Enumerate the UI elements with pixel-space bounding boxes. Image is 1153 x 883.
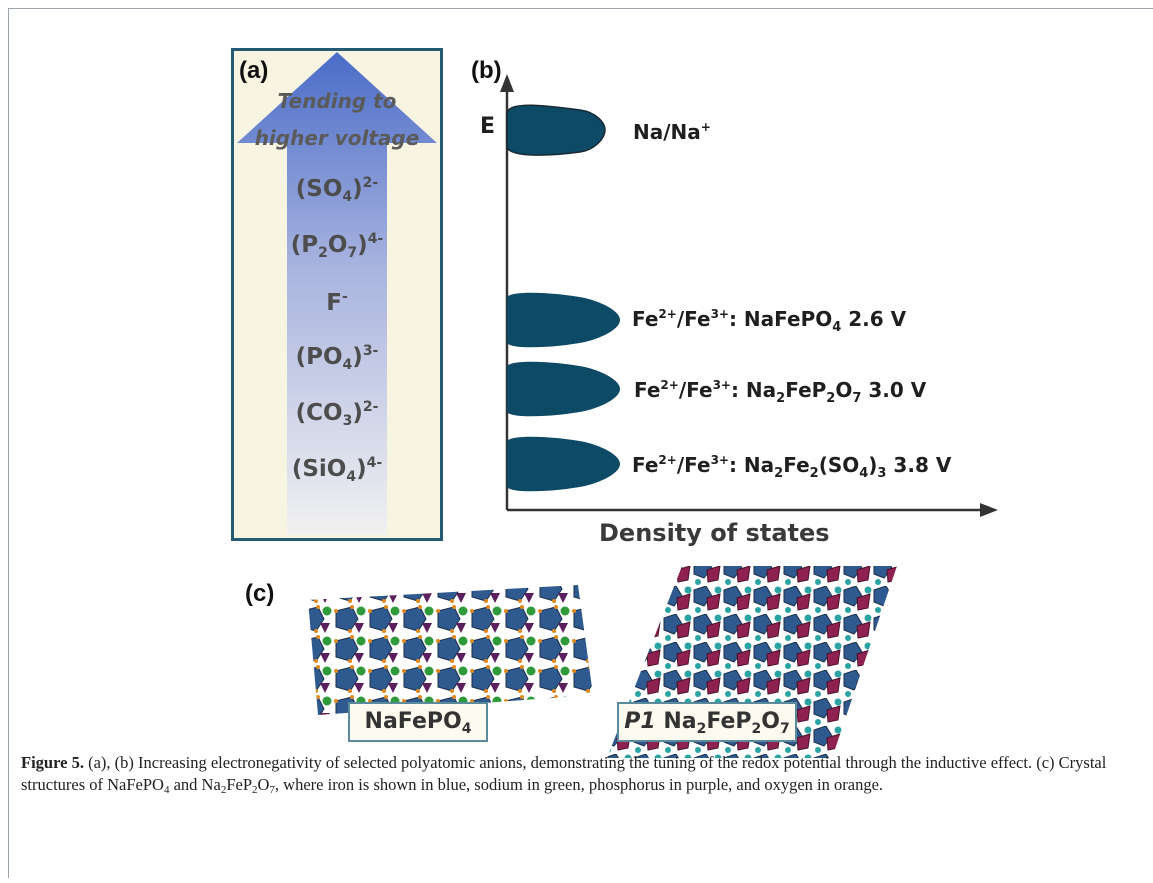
nafepo4-label-box: NaFePO4 [348,702,488,742]
anion-sulfate: (SO4)2- [295,175,379,205]
panel-a-tag: (a) [239,57,269,84]
band-na2fep2o7 [507,361,620,417]
figure-frame-left [8,8,9,878]
arrow-text-line2: higher voltage [254,126,420,150]
anion-fluoride: F- [326,289,348,316]
arrow-text-line1: Tending to [277,89,397,113]
panel-b-tag: (b) [471,57,502,84]
anion-silicate: (SiO4)4- [291,455,383,485]
panel-a: (a) Tending to higher voltage (SO4)2- (P… [231,48,443,541]
figure-frame-top [8,8,1153,9]
state-label-na: Na/Na+ [633,120,711,144]
anion-phosphate: (PO4)3- [295,343,379,373]
anion-carbonate: (CO3)2- [295,399,379,429]
voltage-arrow [237,52,437,535]
state-label-na2fe2so43: Fe2+/Fe3+: Na2Fe2(SO4)3 3.8 V [632,453,952,481]
state-label-nafepo4: Fe2+/Fe3+: NaFePO4 2.6 V [632,307,907,335]
band-na2fe2so43 [507,436,620,492]
panel-c-tag: (c) [245,580,275,607]
state-label-na2fep2o7: Fe2+/Fe3+: Na2FeP2O7 3.0 V [634,378,927,406]
energy-axis-label: E [480,114,496,139]
density-of-states-diagram [500,74,998,517]
anion-pyrophosphate: (P2O7)4- [290,231,384,261]
band-na [506,104,606,156]
figure-caption: Figure 5. (a), (b) Increasing electroneg… [21,753,1107,796]
x-axis-label: Density of states [599,519,830,547]
na2fep2o7-label-box: P1 Na2FeP2O7 [617,702,797,742]
nafepo4-structure-image [308,585,593,715]
band-nafepo4 [507,292,620,348]
